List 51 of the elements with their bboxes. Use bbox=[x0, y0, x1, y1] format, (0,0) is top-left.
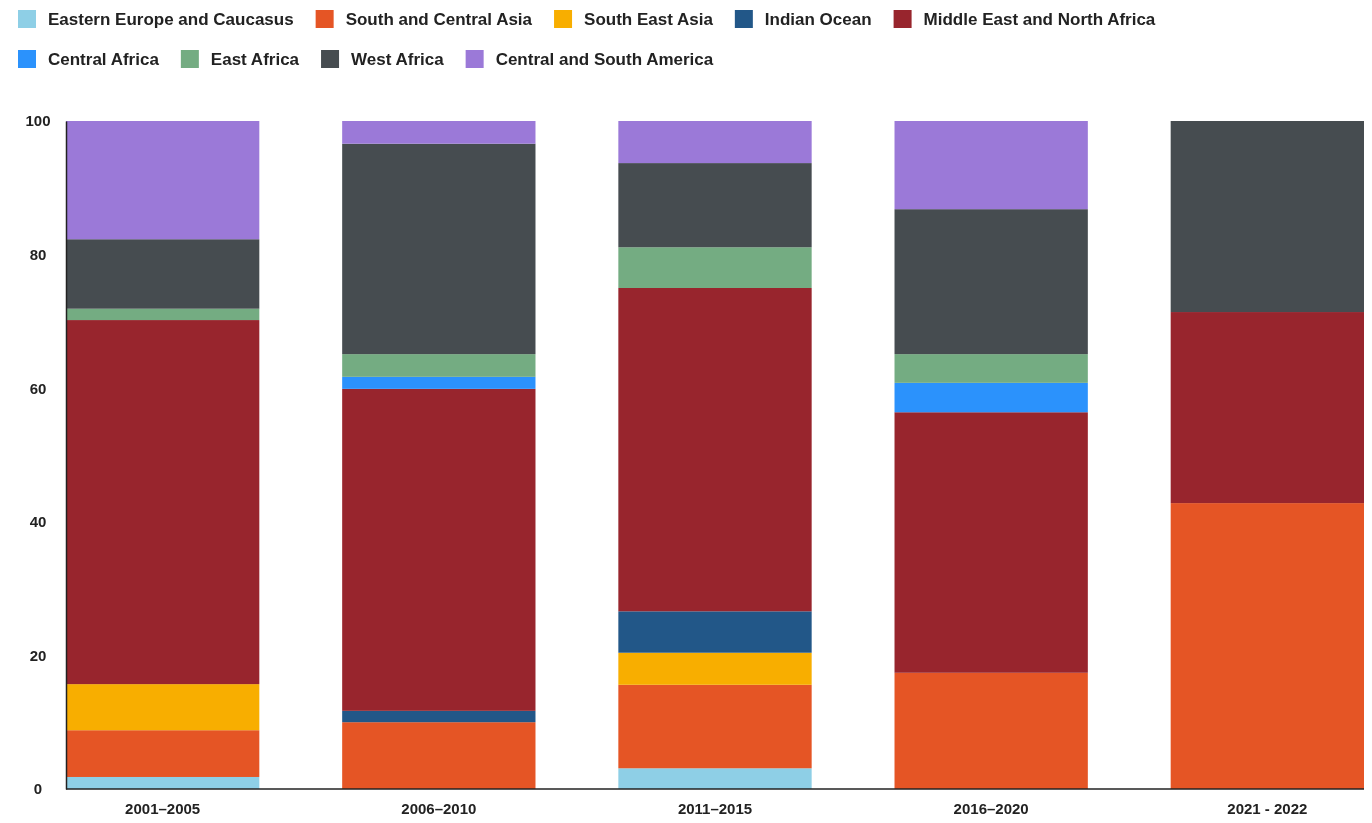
legend-label: Eastern Europe and Caucasus bbox=[48, 10, 294, 29]
bar bbox=[1170, 121, 1364, 313]
bar bbox=[894, 382, 1088, 413]
bar bbox=[66, 730, 260, 777]
bar bbox=[894, 209, 1088, 355]
bar bbox=[342, 722, 536, 789]
bar bbox=[342, 376, 536, 389]
x-tick-label: 2021 - 2022 bbox=[1227, 799, 1308, 817]
bar bbox=[618, 163, 812, 248]
bar bbox=[66, 684, 260, 731]
bar bbox=[66, 239, 260, 309]
bar bbox=[618, 611, 812, 653]
bar bbox=[66, 320, 260, 685]
bar bbox=[342, 388, 536, 711]
bar bbox=[618, 768, 812, 789]
y-tick-label: 20 bbox=[29, 646, 47, 664]
legend-label: Middle East and North Africa bbox=[923, 10, 1156, 29]
y-tick-label: 0 bbox=[33, 780, 43, 798]
x-tick-label: 2001–2005 bbox=[125, 799, 201, 817]
y-tick-label: 80 bbox=[29, 245, 47, 263]
legend-label: Indian Ocean bbox=[764, 10, 872, 29]
bar bbox=[342, 710, 536, 723]
bar bbox=[1170, 312, 1364, 504]
bar bbox=[894, 412, 1088, 673]
bar bbox=[66, 308, 260, 321]
bar bbox=[894, 672, 1088, 789]
bar bbox=[618, 247, 812, 288]
bar bbox=[66, 776, 260, 789]
bar bbox=[342, 121, 536, 144]
x-tick-label: 2016–2020 bbox=[953, 799, 1029, 817]
legend-label: East Africa bbox=[210, 50, 300, 69]
legend-label: South and Central Asia bbox=[345, 10, 533, 29]
legend-label: Central and South America bbox=[495, 50, 714, 69]
bar bbox=[342, 354, 536, 377]
bar bbox=[618, 652, 812, 685]
bar bbox=[618, 288, 812, 612]
x-tick-label: 2006–2010 bbox=[401, 799, 477, 817]
bar bbox=[66, 121, 260, 240]
y-tick-label: 100 bbox=[25, 112, 51, 130]
bar bbox=[1170, 503, 1364, 789]
bar bbox=[618, 121, 812, 164]
y-tick-label: 40 bbox=[29, 513, 47, 531]
y-tick-label: 60 bbox=[29, 379, 47, 397]
bar bbox=[894, 121, 1088, 210]
legend-label: West Africa bbox=[351, 50, 445, 69]
bar bbox=[894, 354, 1088, 383]
legend-label: South East Asia bbox=[584, 10, 714, 29]
bar bbox=[618, 684, 812, 769]
legend-label: Central Africa bbox=[48, 50, 160, 69]
x-tick-label: 2011–2015 bbox=[677, 799, 753, 817]
bar bbox=[342, 143, 536, 355]
